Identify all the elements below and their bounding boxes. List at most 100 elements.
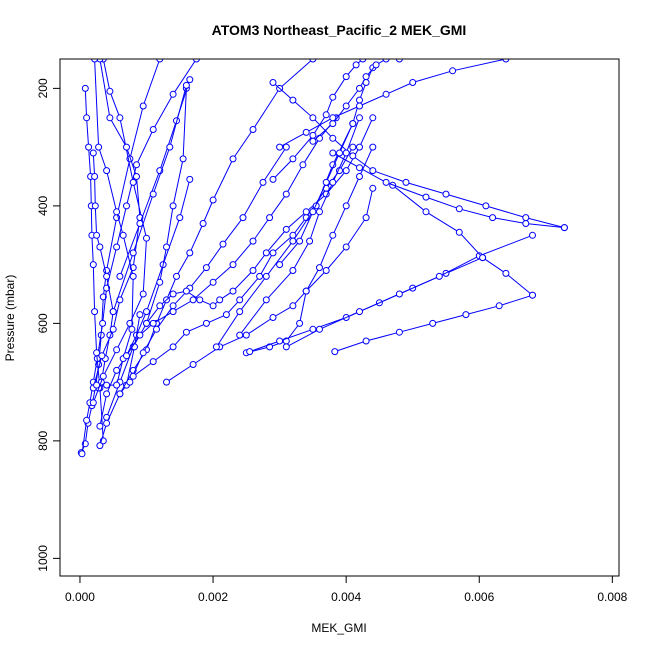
y-tick-label: 400 (36, 196, 50, 216)
data-point (149, 319, 157, 327)
data-point (96, 59, 104, 63)
data-point (309, 131, 317, 139)
data-point (249, 237, 257, 245)
data-point (349, 152, 357, 160)
data-point (356, 96, 363, 104)
data-point (329, 114, 337, 122)
data-point (106, 114, 114, 122)
series-22 (329, 149, 568, 232)
data-point (182, 287, 190, 295)
data-point (106, 87, 114, 95)
data-point (176, 214, 184, 222)
data-point (395, 328, 403, 336)
data-point (109, 308, 117, 316)
data-point (246, 348, 254, 356)
data-point (289, 96, 297, 104)
data-point (133, 173, 140, 180)
data-point (96, 422, 104, 430)
data-point (309, 59, 317, 63)
data-point (309, 114, 317, 122)
data-point (382, 90, 390, 98)
data-point (163, 378, 170, 386)
data-point (242, 331, 250, 339)
data-point (409, 79, 417, 86)
data-point (329, 149, 337, 157)
data-point (455, 228, 463, 236)
data-point (296, 237, 304, 245)
data-point (289, 155, 297, 163)
data-point (103, 419, 111, 427)
x-tick-label: 0.008 (597, 590, 627, 604)
data-point (342, 202, 350, 210)
data-point (329, 178, 337, 186)
data-point (262, 296, 270, 304)
data-point (163, 243, 170, 251)
series-9 (91, 59, 137, 389)
data-point (282, 225, 290, 233)
data-point (139, 290, 147, 298)
data-point (189, 361, 197, 368)
series-19 (282, 231, 536, 351)
data-point (119, 231, 127, 239)
data-point (336, 149, 343, 157)
data-point (372, 61, 380, 69)
data-point (342, 102, 350, 110)
data-point (169, 202, 177, 210)
data-point (229, 155, 237, 163)
data-point (103, 390, 111, 398)
chart-title: ATOM3 Northeast_Pacific_2 MEK_GMI (212, 22, 467, 38)
series-28 (276, 64, 377, 269)
data-point (529, 231, 536, 239)
data-point (435, 272, 443, 280)
data-point (455, 205, 463, 213)
data-point (249, 126, 257, 133)
data-point (129, 249, 137, 257)
data-point (382, 178, 390, 186)
data-point (222, 311, 230, 319)
series-27 (236, 114, 363, 339)
data-point (153, 325, 160, 333)
series-7 (89, 59, 150, 407)
data-point (99, 319, 107, 327)
data-point (219, 240, 227, 248)
data-point (136, 331, 144, 339)
data-point (91, 59, 99, 63)
series-line (392, 184, 533, 296)
data-point (302, 287, 310, 295)
data-point (342, 149, 350, 157)
y-tick-label: 600 (36, 313, 50, 333)
data-point (186, 76, 194, 84)
data-point (182, 81, 190, 89)
plot-frame (59, 58, 620, 577)
data-point (103, 167, 111, 175)
data-point (192, 59, 200, 63)
series-29 (269, 59, 367, 183)
data-point (103, 272, 111, 280)
data-point (309, 137, 317, 145)
data-point (522, 214, 530, 222)
data-point (149, 190, 157, 198)
data-point (179, 155, 187, 163)
data-point (196, 296, 204, 304)
data-point (362, 73, 370, 81)
data-point (359, 59, 367, 63)
data-point (89, 149, 97, 157)
data-point (116, 272, 124, 280)
data-point (322, 267, 330, 274)
data-point (362, 214, 370, 222)
data-point (316, 325, 323, 333)
data-point (78, 450, 86, 458)
data-point (402, 178, 410, 186)
data-point (83, 416, 91, 424)
data-point (93, 231, 101, 239)
data-point (269, 249, 277, 257)
data-point (356, 84, 363, 92)
data-point (123, 202, 130, 210)
data-point (96, 243, 104, 251)
data-point (91, 173, 99, 180)
data-point (276, 337, 284, 345)
x-tick-label: 0.000 (65, 590, 95, 604)
data-point (169, 308, 177, 316)
data-point (113, 243, 121, 251)
data-point (422, 208, 430, 216)
